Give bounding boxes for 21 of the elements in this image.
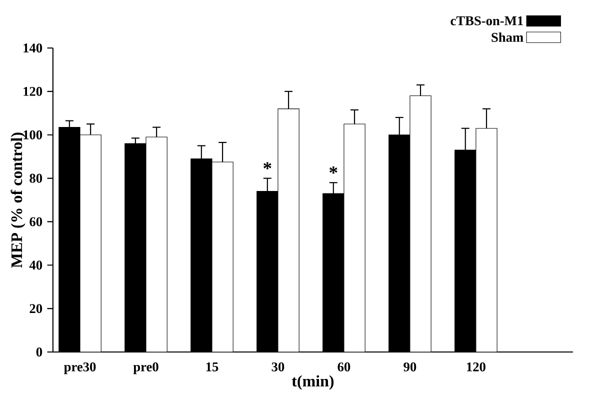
- y-tick-label: 140: [24, 44, 42, 52]
- x-tick-label: 60: [338, 362, 350, 372]
- x-tick-label: 90: [404, 362, 416, 372]
- y-tick-label: 120: [24, 86, 42, 96]
- x-axis-title: t(min): [292, 375, 334, 390]
- x-tick-label: 120: [467, 362, 486, 372]
- legend-label: Sham: [492, 32, 524, 42]
- y-tick-label: 20: [30, 304, 42, 314]
- annotation: *: [264, 162, 272, 170]
- x-tick-label: pre0: [133, 362, 158, 374]
- y-axis-title: MEP (% of control): [10, 132, 26, 268]
- y-tick-label: 60: [30, 217, 42, 226]
- annotation: *: [330, 166, 338, 174]
- legend-label: cTBS-on-M1: [450, 16, 523, 26]
- y-tick-label: 80: [30, 174, 42, 183]
- x-tick-label: 15: [206, 362, 218, 372]
- x-tick-label: 30: [272, 362, 284, 372]
- y-tick-label: 40: [29, 260, 42, 270]
- x-tick-label: pre30: [64, 362, 96, 374]
- y-tick-label: 100: [24, 130, 42, 140]
- y-tick-label: 0: [36, 348, 42, 356]
